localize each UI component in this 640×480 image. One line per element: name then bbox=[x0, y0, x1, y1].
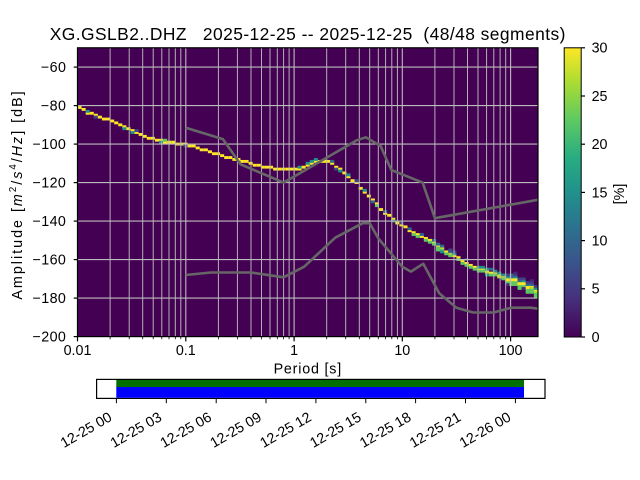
svg-text:100: 100 bbox=[499, 343, 523, 359]
svg-text:0.01: 0.01 bbox=[64, 343, 92, 359]
svg-text:−100: −100 bbox=[32, 137, 66, 153]
svg-text:Period [s]: Period [s] bbox=[274, 361, 342, 377]
svg-text:−60: −60 bbox=[41, 60, 66, 76]
svg-text:15: 15 bbox=[592, 185, 608, 201]
svg-text:−80: −80 bbox=[41, 99, 66, 115]
svg-text:10: 10 bbox=[592, 234, 608, 250]
svg-text:−160: −160 bbox=[32, 253, 66, 269]
svg-text:10: 10 bbox=[394, 343, 410, 359]
svg-text:−200: −200 bbox=[32, 330, 66, 346]
svg-text:25: 25 bbox=[592, 89, 608, 105]
svg-text:XG.GSLB2..DHZ 2025-12-25 --: XG.GSLB2..DHZ 2025-12-25 -- 2025-12-25 (… bbox=[50, 24, 566, 44]
svg-text:−180: −180 bbox=[32, 291, 66, 307]
svg-text:0: 0 bbox=[592, 330, 600, 346]
svg-text:[%]: [%] bbox=[612, 184, 628, 205]
svg-text:0.1: 0.1 bbox=[176, 343, 196, 359]
svg-text:Amplitude [m2/s4/Hz] [dB]: Amplitude [m2/s4/Hz] [dB] bbox=[8, 89, 26, 299]
svg-text:30: 30 bbox=[592, 41, 608, 57]
svg-text:1: 1 bbox=[290, 343, 298, 359]
svg-text:−120: −120 bbox=[32, 176, 66, 192]
svg-text:20: 20 bbox=[592, 137, 608, 153]
svg-text:−140: −140 bbox=[32, 214, 66, 230]
svg-text:5: 5 bbox=[592, 282, 600, 298]
